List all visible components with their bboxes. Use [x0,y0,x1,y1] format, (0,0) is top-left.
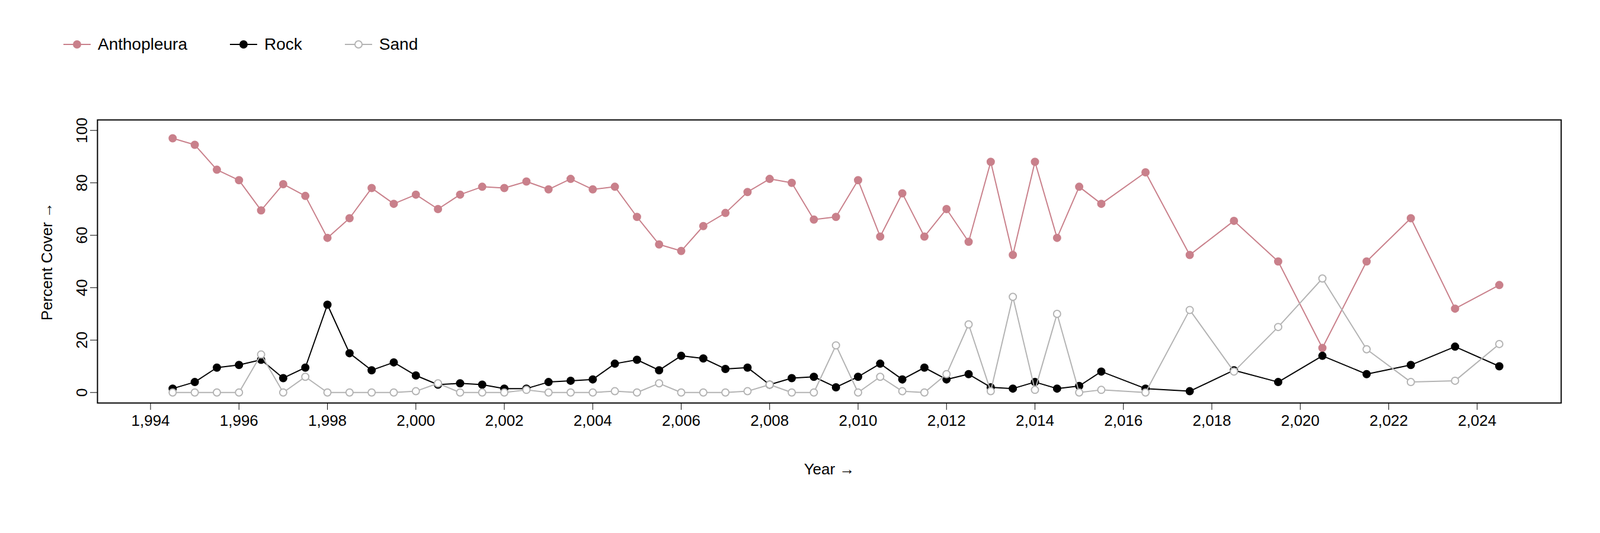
svg-text:80: 80 [72,174,91,192]
svg-text:2,002: 2,002 [484,411,524,430]
svg-text:60: 60 [72,226,91,245]
svg-text:Year →: Year → [804,460,856,479]
html-text:Anthopleura: Anthopleura [97,34,188,54]
svg-text:40: 40 [72,279,91,297]
svg-text:2,008: 2,008 [750,411,789,430]
svg-text:2,014: 2,014 [1015,411,1055,430]
svg-text:100: 100 [72,117,91,144]
svg-text:2,012: 2,012 [927,411,966,430]
svg-text:Percent Cover →: Percent Cover → [37,202,56,321]
svg-text:2,018: 2,018 [1192,411,1231,430]
svg-text:20: 20 [72,331,91,350]
html-text:Rock: Rock [264,34,303,54]
svg-text:2,016: 2,016 [1104,411,1143,430]
svg-text:2,010: 2,010 [838,411,878,430]
svg-text:1,994: 1,994 [131,411,171,430]
svg-text:2,022: 2,022 [1369,411,1408,430]
svg-text:2,024: 2,024 [1457,411,1497,430]
svg-text:2,000: 2,000 [396,411,435,430]
svg-text:2,004: 2,004 [573,411,613,430]
svg-text:2,020: 2,020 [1281,411,1320,430]
html-text:Sand: Sand [379,34,418,54]
svg-text:1,998: 1,998 [308,411,347,430]
svg-text:1,996: 1,996 [219,411,259,430]
svg-text:0: 0 [72,388,91,398]
svg-text:2,006: 2,006 [661,411,701,430]
